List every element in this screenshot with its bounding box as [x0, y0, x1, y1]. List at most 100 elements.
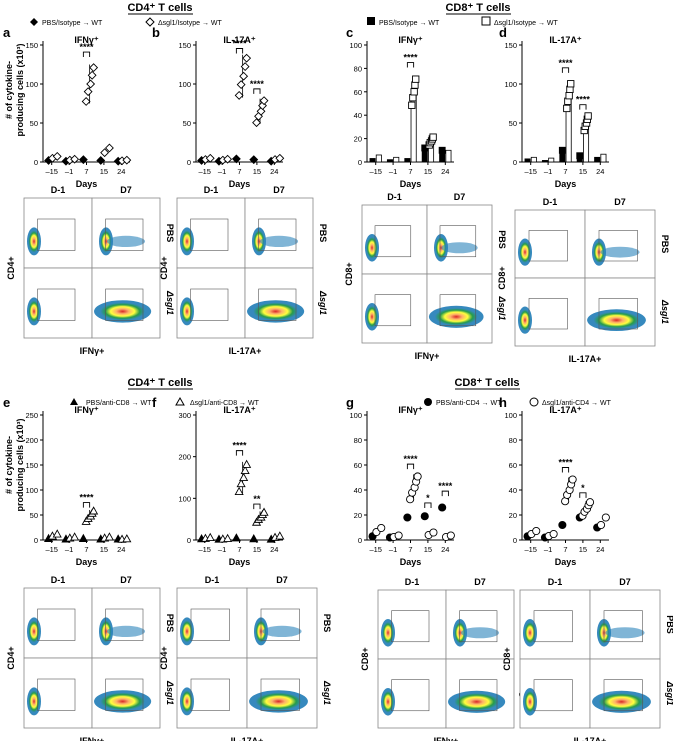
flow-col-label: D-1: [205, 575, 220, 585]
flow-y-axis-label: CD4+: [6, 256, 16, 279]
significance-bracket: [579, 492, 587, 498]
data-point: [584, 112, 592, 120]
data-point: [223, 154, 233, 164]
panel-letter: h: [499, 395, 507, 410]
significance-label: ****: [250, 79, 265, 89]
data-point: [52, 151, 62, 161]
flow-row-label: Δsgl1: [322, 680, 332, 705]
significance-bracket: [235, 450, 244, 456]
x-tick-label: –15: [369, 545, 382, 554]
significance-label: ****: [79, 42, 94, 52]
y-tick-label: 150: [504, 41, 517, 50]
x-tick-label: 24: [441, 545, 449, 554]
flow-row-label: PBS: [318, 224, 328, 243]
data-point: [596, 520, 606, 530]
significance-bracket: [424, 502, 432, 508]
bar: [375, 154, 382, 163]
flow-gate: [37, 218, 76, 251]
flow-x-axis-label: IFNγ+: [80, 346, 105, 356]
x-tick-label: –15: [198, 167, 211, 176]
chart-panel-b: b IL-17A⁺ 0 50 100 150 –15 –1 7 15 24 Days **** ****: [152, 25, 285, 189]
flow-density: [448, 690, 506, 713]
flow-gate: [260, 678, 300, 711]
chart-title: IL-17A⁺: [223, 405, 256, 415]
y-tick-label: 0: [358, 536, 362, 545]
flow-density: [180, 617, 194, 646]
flow-col-label: D7: [273, 185, 285, 195]
bar: [594, 156, 601, 163]
bar: [524, 158, 531, 163]
data-point: [96, 156, 106, 165]
legend-top-cd4: PBS/Isotype → WT Δsgl1/Isotype → WT: [30, 17, 223, 27]
y-tick-label: 100: [504, 80, 517, 89]
flow-x-axis-label: IL-17A+: [574, 736, 607, 741]
flow-density: [518, 306, 532, 334]
data-point: [236, 80, 246, 90]
data-point: [87, 70, 97, 80]
flow-gate: [105, 608, 144, 641]
y-tick-label: 0: [34, 158, 38, 167]
flow-density: [365, 233, 379, 262]
data-point: [122, 155, 132, 165]
x-tick-label: 7: [408, 167, 412, 176]
header-top-cd8: CD8⁺ T cells: [445, 2, 510, 14]
flow-gate: [37, 288, 76, 321]
y-tick-label: 250: [25, 411, 38, 420]
data-point: [259, 96, 269, 106]
data-point: [403, 513, 412, 522]
y-tick-label: 50: [30, 119, 38, 128]
significance-label: ****: [558, 458, 573, 468]
data-point: [239, 71, 249, 81]
data-point: [394, 531, 403, 540]
chart-title: IFNγ⁺: [74, 35, 99, 45]
data-point: [558, 520, 567, 530]
y-tick-label: 100: [349, 411, 362, 420]
flow-density: [180, 297, 194, 326]
flow-density: [381, 687, 395, 716]
bar: [386, 159, 393, 163]
legend-bot-cd8: PBS/anti-CD4 → WT Δsgl1/anti-CD4 → WT: [424, 397, 612, 407]
data-point: [601, 513, 610, 522]
data-point: [429, 133, 437, 141]
y-tick-label: 150: [25, 461, 38, 470]
legend-label: PBS/anti-CD4 → WT: [436, 400, 502, 407]
y-tick-label: 20: [354, 135, 362, 144]
flow-gate: [603, 679, 643, 712]
flow-gate: [258, 218, 297, 251]
data-point: [70, 154, 80, 164]
y-axis-label-line1: # of cytokine-: [4, 436, 14, 494]
significance-label: *: [581, 483, 585, 493]
legend-label: Δsgl1/Isotype → WT: [158, 20, 223, 27]
flow-density: [106, 235, 146, 247]
x-tick-label: 15: [100, 167, 108, 176]
y-tick-label: 200: [25, 436, 38, 445]
flow-gate: [105, 218, 144, 251]
data-point: [438, 503, 447, 512]
y-axis-label-line2: producing cells (x10³): [15, 43, 25, 136]
flow-density: [518, 238, 532, 266]
flow-y-axis-label: CD8+: [502, 647, 512, 670]
flow-col-label: D7: [454, 192, 466, 202]
data-point: [275, 153, 285, 163]
y-tick-label: 300: [178, 411, 191, 420]
flow-density: [434, 233, 448, 262]
data-point: [89, 63, 99, 73]
y-tick-label: 40: [509, 486, 517, 495]
flow-row-label: PBS: [497, 230, 507, 249]
data-point: [81, 97, 91, 106]
flow-panel: D-1 D7 PBS Δsgl1 CD4+ IL-17A+: [159, 185, 328, 356]
flow-gate: [533, 610, 573, 643]
flow-gate: [374, 225, 412, 258]
x-tick-label: 24: [270, 545, 278, 554]
header-bot-cd4: CD4⁺ T cells: [127, 377, 192, 389]
data-point: [236, 478, 246, 488]
panel-letter: e: [3, 395, 10, 410]
flow-density: [441, 242, 478, 254]
x-axis-label: Days: [76, 557, 98, 567]
legend-marker-filled: [424, 398, 432, 406]
y-tick-label: 20: [354, 511, 362, 520]
x-axis-label: Days: [229, 179, 251, 189]
x-tick-label: 24: [596, 545, 604, 554]
